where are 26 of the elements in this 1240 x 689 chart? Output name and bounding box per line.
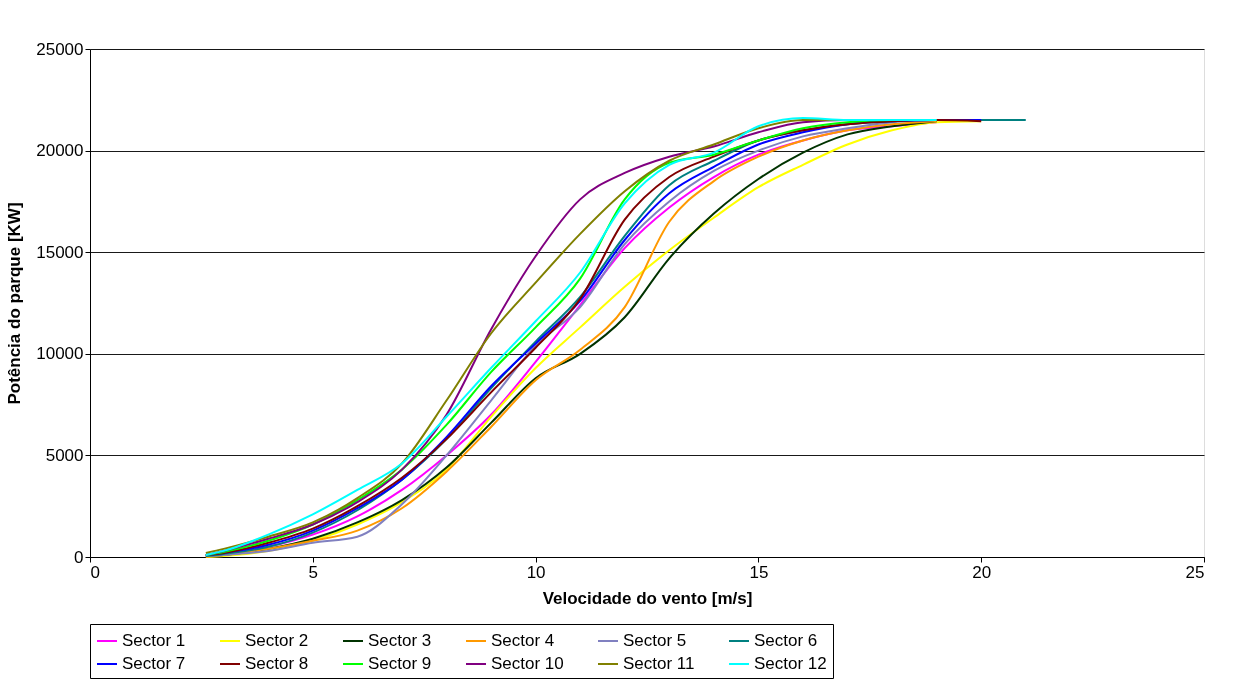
- x-tick-label: 10: [526, 562, 546, 582]
- x-tick-label: 25: [1185, 562, 1205, 582]
- y-axis-title: Potência do parque [KW]: [5, 202, 25, 405]
- x-tick-label: 5: [308, 562, 319, 582]
- legend-label: Sector 5: [623, 631, 687, 650]
- x-axis-title: Velocidade do vento [m/s]: [542, 588, 753, 608]
- y-tick-label: 5000: [45, 445, 84, 465]
- y-tick-label: 15000: [36, 242, 84, 262]
- legend-label: Sector 12: [754, 654, 827, 673]
- legend-label: Sector 7: [122, 654, 186, 673]
- legend-label: Sector 1: [122, 631, 186, 650]
- y-tick-label: 25000: [36, 39, 84, 59]
- x-tick-label: 0: [90, 562, 100, 582]
- legend-label: Sector 2: [245, 631, 309, 650]
- legend-label: Sector 9: [368, 654, 432, 673]
- y-tick-label: 10000: [36, 344, 84, 364]
- y-tick-label: 0: [74, 547, 84, 567]
- y-tick-label: 20000: [36, 141, 84, 161]
- legend-label: Sector 6: [754, 631, 818, 650]
- legend-label: Sector 3: [368, 631, 432, 650]
- legend-label: Sector 11: [623, 654, 695, 673]
- legend-label: Sector 8: [245, 654, 309, 673]
- x-tick-label: 20: [972, 562, 992, 582]
- legend-label: Sector 10: [491, 654, 564, 673]
- legend-label: Sector 4: [491, 631, 555, 650]
- x-tick-label: 15: [749, 562, 769, 582]
